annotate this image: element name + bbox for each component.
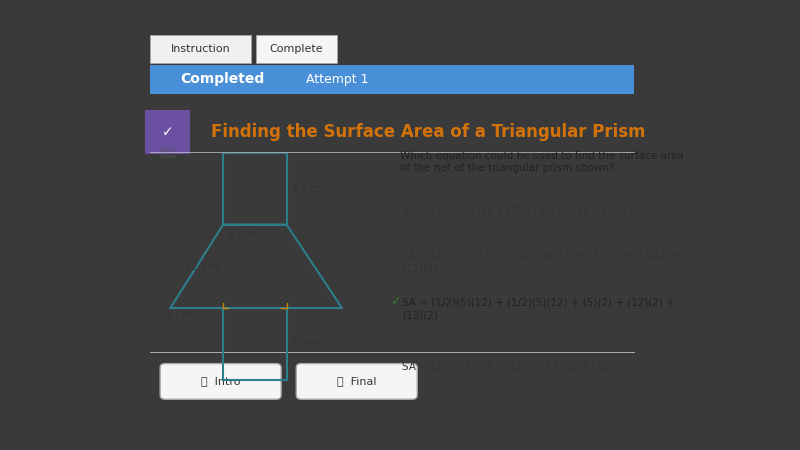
Text: Which equation could be used to find the surface area
of the net of the triangul: Which equation could be used to find the… (400, 151, 684, 173)
Text: Finding the Surface Area of a Triangular Prism: Finding the Surface Area of a Triangular… (210, 123, 645, 141)
Text: Quick
Check: Quick Check (159, 148, 176, 158)
Text: SA = (2)(5)(13) + (5)(2) + (13)(2) + (12)(2): SA = (2)(5)(13) + (5)(2) + (13)(2) + (12… (402, 362, 629, 372)
FancyBboxPatch shape (145, 110, 190, 154)
Text: Instruction: Instruction (170, 44, 230, 54)
Text: SA = (1/2) (5)(13) + (1/2) (5)(13) + (5)(2) + (13)(2) +
(12)(2): SA = (1/2) (5)(13) + (1/2) (5)(13) + (5)… (402, 250, 682, 274)
Text: 5 cm: 5 cm (292, 339, 319, 349)
FancyBboxPatch shape (296, 364, 418, 399)
FancyBboxPatch shape (256, 35, 337, 63)
FancyBboxPatch shape (160, 364, 281, 399)
Text: 2 cm: 2 cm (229, 230, 256, 239)
Text: 🔊  Final: 🔊 Final (337, 376, 377, 387)
Text: Attempt 1: Attempt 1 (306, 73, 369, 86)
Text: SA = (1/2)(5)(12) + (5)(2) + (12)(2) + (13)(2): SA = (1/2)(5)(12) + (5)(2) + (12)(2) + (… (402, 206, 638, 216)
Text: ✓: ✓ (162, 125, 174, 139)
FancyBboxPatch shape (150, 65, 634, 94)
Text: Complete: Complete (270, 44, 323, 54)
Text: 🔊  Intro: 🔊 Intro (201, 376, 240, 387)
Text: Completed: Completed (180, 72, 265, 86)
FancyBboxPatch shape (150, 35, 251, 63)
Text: ✓: ✓ (390, 295, 401, 308)
Text: 5 cm: 5 cm (165, 310, 193, 320)
Text: 12 cm: 12 cm (184, 262, 218, 273)
Text: 13 cm: 13 cm (292, 184, 326, 194)
Text: SA = (1/2)(5)(12) + (1/2)(5)(12) + (5)(2) + (12)(2) +
(13)(2): SA = (1/2)(5)(12) + (1/2)(5)(12) + (5)(2… (402, 297, 675, 321)
